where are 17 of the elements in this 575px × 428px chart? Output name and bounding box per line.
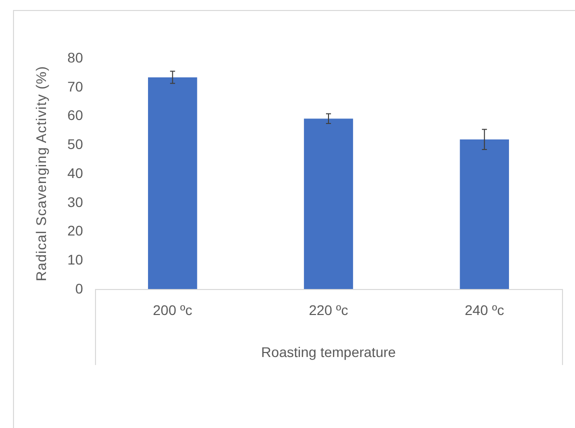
x-axis-title: Roasting temperature (261, 344, 396, 360)
y-tick-label: 20 (67, 222, 84, 239)
x-tick-label: 200 ºc (152, 302, 192, 318)
y-tick-label: 0 (75, 280, 84, 296)
y-tick-label: 60 (67, 107, 84, 124)
x-tick-label: 240 ºc (464, 302, 504, 318)
bar (148, 77, 198, 289)
y-tick-label: 10 (67, 252, 84, 268)
x-tick-label: 220 ºc (308, 302, 348, 318)
y-tick-label: 40 (67, 164, 84, 181)
y-tick-label: 80 (67, 49, 84, 66)
bar (304, 118, 354, 289)
y-tick-label: 30 (67, 194, 84, 210)
bar (460, 139, 509, 289)
y-tick-label: 70 (67, 78, 84, 94)
y-tick-label: 50 (67, 136, 84, 152)
y-axis-title: Radical Scavenging Activity (%) (33, 66, 49, 282)
